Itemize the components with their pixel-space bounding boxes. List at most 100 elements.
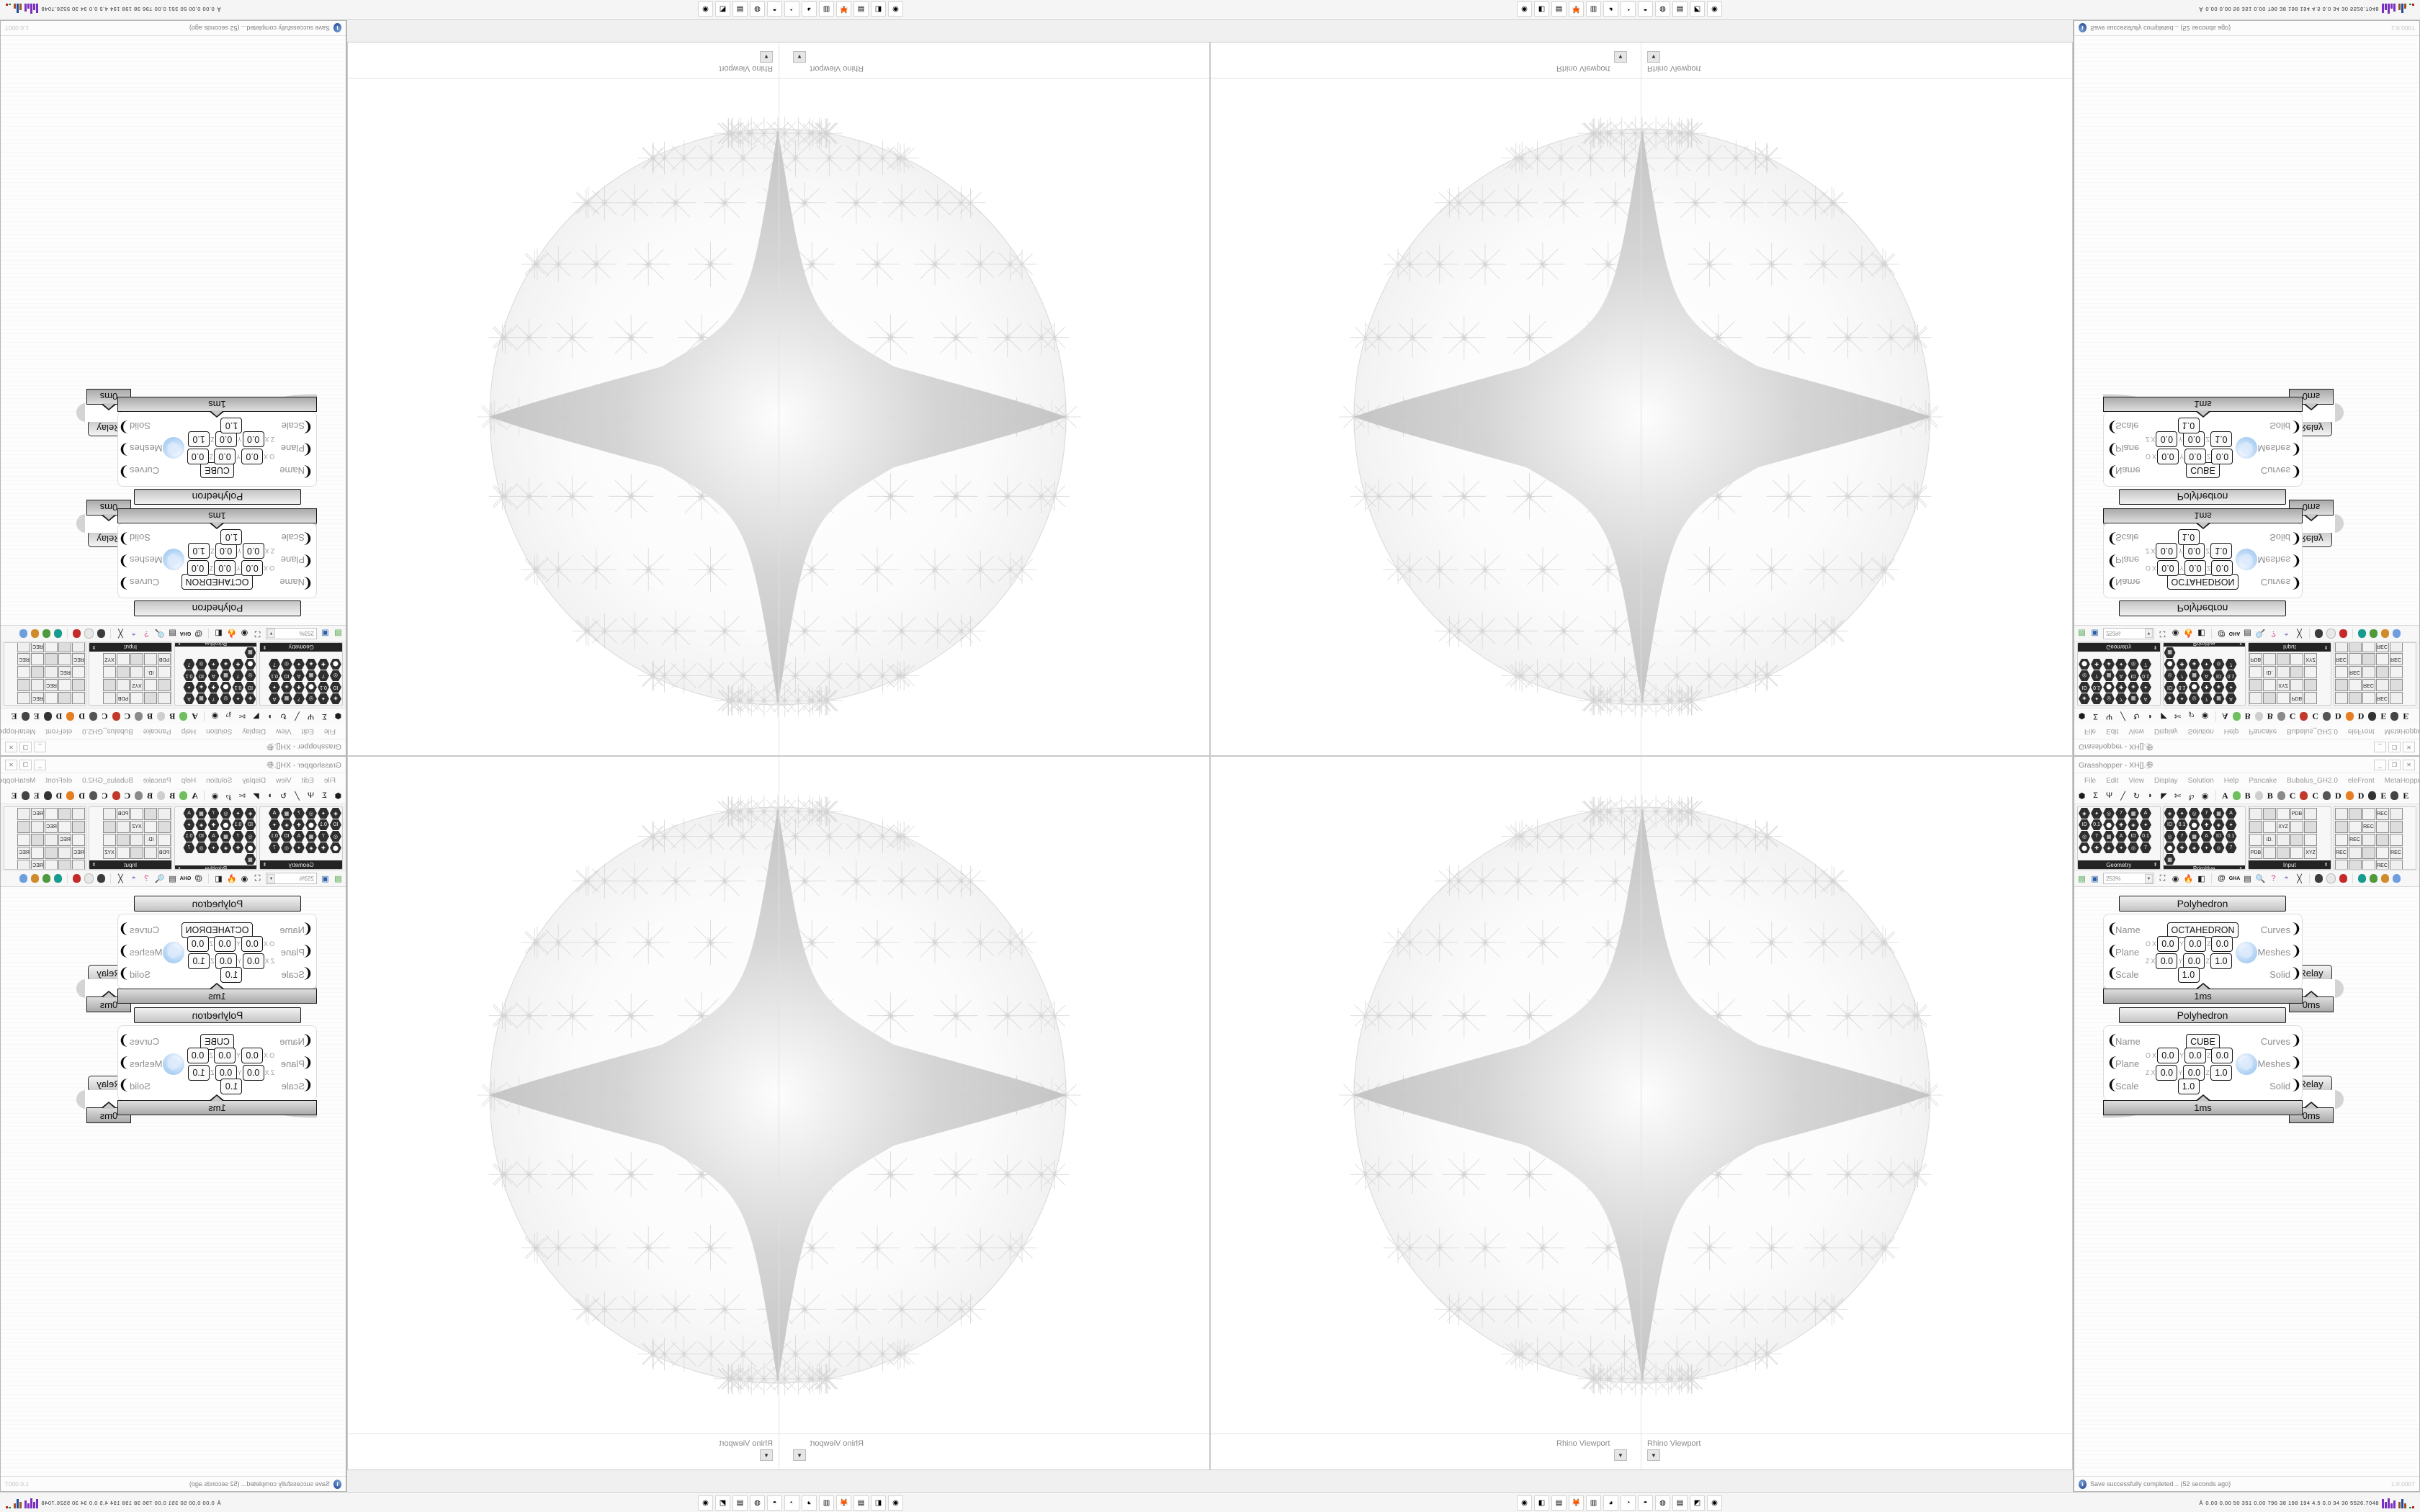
taskbar-firefox-icon[interactable]: 🦊 bbox=[1569, 1495, 1584, 1511]
palette-item-primitive-18[interactable]: ⬤ bbox=[2164, 842, 2176, 853]
origin-x-input-cube[interactable]: 0.0 bbox=[2156, 1047, 2179, 1063]
menu-item-elefront[interactable]: eleFront bbox=[2347, 776, 2375, 785]
scissors-icon[interactable]: ✄ bbox=[238, 711, 246, 721]
capsule-icon[interactable]: ◧ bbox=[2197, 874, 2205, 883]
cone-icon[interactable]: ◤ bbox=[2161, 711, 2167, 721]
palette-item-util-0[interactable] bbox=[2334, 692, 2348, 704]
palette-item-geometry-12[interactable]: ◎ bbox=[2079, 670, 2090, 681]
palette-item-util-6[interactable] bbox=[2348, 679, 2362, 691]
grid-icon[interactable] bbox=[2323, 791, 2331, 800]
ribbon-letter-c-4[interactable]: C bbox=[101, 711, 108, 722]
palette-item-geometry-9[interactable]: ✚ bbox=[293, 819, 305, 830]
palette-item-util-6[interactable] bbox=[2348, 821, 2362, 833]
palette-item-geometry-0[interactable]: ◈ bbox=[330, 693, 341, 704]
palette-item-geometry-16[interactable]: ID bbox=[281, 670, 292, 681]
palette-item-primitive-13[interactable]: 7 bbox=[2177, 670, 2188, 681]
palette-item-primitive-11[interactable]: ✦ bbox=[2226, 682, 2237, 693]
palette-item-primitive-11[interactable]: ✦ bbox=[184, 682, 195, 693]
palette-item-primitive-12[interactable]: ◎ bbox=[2164, 670, 2176, 681]
egg-white-icon[interactable] bbox=[2326, 873, 2336, 883]
origin-z-input-cube[interactable]: 0.0 bbox=[187, 449, 209, 465]
zaxis-y-input[interactable]: 0.0 bbox=[215, 543, 237, 559]
palette-item-util-20[interactable] bbox=[2334, 860, 2348, 869]
palette-item-util-4[interactable] bbox=[2389, 692, 2403, 704]
open-file-icon[interactable]: ▤ bbox=[2078, 874, 2086, 883]
palette-item-primitive-9[interactable]: ✚ bbox=[2201, 682, 2213, 693]
palette-item-input-14[interactable] bbox=[2304, 666, 2317, 678]
zaxis-x-input-cube[interactable]: 0.0 bbox=[2156, 431, 2178, 448]
book-icon[interactable]: ▤ bbox=[2244, 874, 2251, 883]
bird-icon[interactable] bbox=[43, 712, 52, 721]
robot-icon[interactable] bbox=[112, 712, 120, 721]
palette-item-input-7[interactable]: XYZ bbox=[2277, 679, 2290, 691]
palette-item-util-23[interactable]: REC bbox=[2375, 642, 2389, 652]
palette-group-pin-icon[interactable]: ⬍ bbox=[2238, 642, 2243, 646]
zoom-level-combobox[interactable]: 253% ▼ bbox=[2103, 873, 2154, 884]
palette-item-input-15[interactable]: PDB bbox=[158, 847, 171, 859]
palette-item-primitive-1[interactable]: ✦ bbox=[2177, 693, 2188, 704]
palette-item-geometry-23[interactable]: 7 bbox=[2140, 659, 2151, 670]
taskbar-shadow-icon[interactable]: ◩ bbox=[715, 1495, 730, 1511]
palette-item-primitive-0[interactable]: ◈ bbox=[245, 808, 256, 819]
palette-item-input-11[interactable]: ID. bbox=[2263, 834, 2276, 846]
eye-icon[interactable]: ◉ bbox=[211, 791, 219, 801]
taskbar-red-icon[interactable]: ◉ bbox=[698, 1, 713, 17]
taskbar-globe-icon[interactable]: ◍ bbox=[750, 1, 765, 17]
help-box-icon[interactable]: ? bbox=[2271, 874, 2276, 883]
viewport-label-top[interactable]: Rhino Viewport bbox=[719, 1439, 773, 1448]
palette-item-util-18[interactable] bbox=[2375, 847, 2389, 859]
palette-item-input-11[interactable]: ID. bbox=[144, 666, 157, 678]
palette-item-primitive-2[interactable]: ◎ bbox=[220, 693, 232, 704]
palette-item-geometry-15[interactable]: A bbox=[2115, 670, 2127, 681]
palette-item-input-6[interactable] bbox=[144, 679, 157, 691]
palette-item-primitive-9[interactable]: ✚ bbox=[208, 819, 220, 830]
palette-item-input-5[interactable] bbox=[2249, 679, 2262, 691]
origin-z-input-cube[interactable]: 0.0 bbox=[2211, 449, 2233, 465]
hook-icon[interactable]: ℘ bbox=[225, 711, 232, 721]
palette-item-geometry-21[interactable]: ✦ bbox=[2115, 842, 2127, 853]
palette-item-primitive-14[interactable]: ▦ bbox=[220, 831, 232, 842]
palette-item-primitive-10[interactable]: ◈ bbox=[2213, 682, 2225, 693]
palette-item-util-14[interactable] bbox=[17, 666, 31, 678]
output-pin-solid[interactable]: ❩ bbox=[118, 531, 130, 546]
egg-blue-icon[interactable] bbox=[19, 629, 27, 638]
menu-item-edit[interactable]: Edit bbox=[2106, 727, 2119, 736]
loop-icon[interactable]: ↻ bbox=[2133, 791, 2141, 801]
chevron-down-icon[interactable]: ▼ bbox=[267, 629, 275, 638]
zaxis-x-input[interactable]: 0.0 bbox=[2156, 953, 2178, 969]
eye-icon[interactable]: ◉ bbox=[2201, 711, 2209, 721]
scissors-icon[interactable]: ✄ bbox=[2174, 791, 2182, 801]
ribbon-letter-d-6[interactable]: D bbox=[55, 790, 63, 801]
ribbon-letter-d-5[interactable]: D bbox=[79, 711, 85, 722]
palette-item-input-3[interactable]: PDB bbox=[117, 808, 130, 820]
palette-item-input-14[interactable] bbox=[103, 834, 116, 846]
viewport-dropdown-left[interactable]: ▼ bbox=[1614, 51, 1627, 63]
egg-green-icon[interactable] bbox=[42, 874, 50, 883]
bird-icon[interactable] bbox=[2368, 791, 2377, 800]
viewport-dropdown-top[interactable]: ▼ bbox=[1647, 51, 1660, 63]
palette-item-geometry-9[interactable]: ✚ bbox=[293, 682, 305, 693]
palette-item-util-15[interactable]: REC bbox=[72, 653, 86, 665]
input-pin-plane-cube[interactable]: ❨ bbox=[302, 1056, 313, 1071]
slash-icon[interactable]: ╱ bbox=[295, 711, 300, 721]
menu-item-display[interactable]: Display bbox=[2154, 776, 2178, 785]
palette-item-primitive-7[interactable]: 0.1 bbox=[233, 682, 244, 693]
sigma-icon[interactable]: Σ bbox=[2093, 791, 2098, 800]
viewport-label-left[interactable]: Rhino Viewport bbox=[1556, 1439, 1610, 1448]
viewport-label-left[interactable]: Rhino Viewport bbox=[810, 1439, 864, 1448]
palette-item-geometry-10[interactable]: ◈ bbox=[2128, 682, 2139, 693]
menu-item-help[interactable]: Help bbox=[181, 727, 197, 736]
palette-item-geometry-8[interactable]: ⬤ bbox=[305, 682, 317, 693]
ribbon-letter-b-1[interactable]: B bbox=[2244, 711, 2251, 722]
ribbon-letter-b-2[interactable]: B bbox=[2267, 790, 2273, 801]
palette-item-geometry-14[interactable]: ▦ bbox=[2103, 670, 2115, 681]
ribbon-letter-b-1[interactable]: B bbox=[169, 790, 176, 801]
shell-icon[interactable] bbox=[2254, 791, 2263, 800]
scale-input-octahedron[interactable]: 1.0 bbox=[2177, 529, 2200, 546]
leaf-icon[interactable] bbox=[179, 712, 188, 721]
palette-item-primitive-1[interactable]: ✦ bbox=[233, 693, 244, 704]
menu-item-view[interactable]: View bbox=[276, 776, 292, 785]
book-icon[interactable]: ▤ bbox=[169, 874, 176, 883]
input-pin-name[interactable]: ❨ bbox=[302, 575, 313, 590]
system-tray[interactable]: Å 0.00 0.00 50 351 0.00 796 38 198 194 4… bbox=[2199, 1498, 2420, 1508]
